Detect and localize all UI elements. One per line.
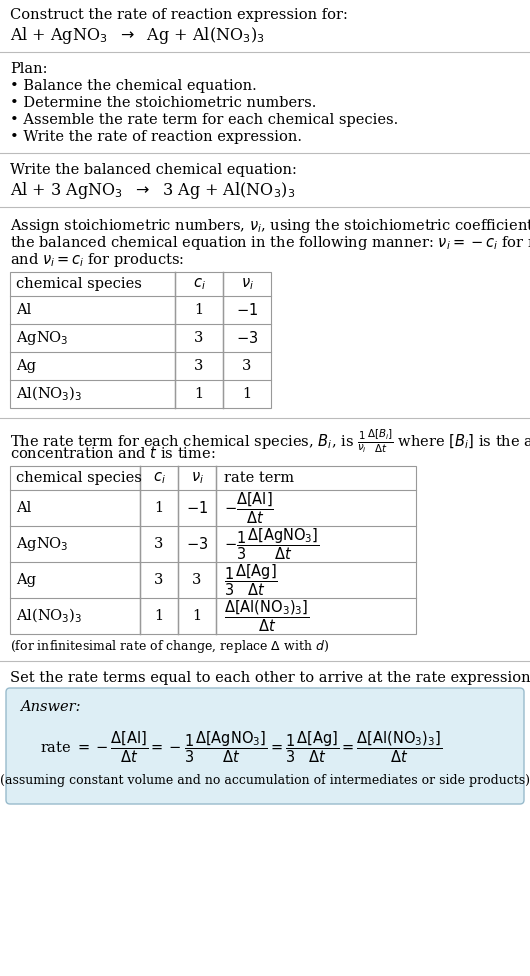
Text: Ag: Ag xyxy=(16,359,36,373)
Text: the balanced chemical equation in the following manner: $\nu_i = -c_i$ for react: the balanced chemical equation in the fo… xyxy=(10,234,530,252)
Text: 1: 1 xyxy=(195,387,204,401)
Text: $-1$: $-1$ xyxy=(186,500,208,516)
Text: $-3$: $-3$ xyxy=(186,536,208,552)
Text: 3: 3 xyxy=(192,573,202,587)
Text: 1: 1 xyxy=(195,303,204,317)
Text: 3: 3 xyxy=(195,359,204,373)
Text: $\dfrac{1}{3}\dfrac{\Delta[\mathrm{Ag}]}{\Delta t}$: $\dfrac{1}{3}\dfrac{\Delta[\mathrm{Ag}]}… xyxy=(224,562,278,597)
Text: $c_i$: $c_i$ xyxy=(153,470,165,486)
Text: $-3$: $-3$ xyxy=(236,330,258,346)
Text: 1: 1 xyxy=(192,609,201,623)
Text: AgNO$_3$: AgNO$_3$ xyxy=(16,535,68,553)
Text: Al(NO$_3$)$_3$: Al(NO$_3$)$_3$ xyxy=(16,385,83,403)
Text: rate $= -\dfrac{\Delta[\mathrm{Al}]}{\Delta t} = -\dfrac{1}{3}\dfrac{\Delta[\mat: rate $= -\dfrac{\Delta[\mathrm{Al}]}{\De… xyxy=(40,729,443,764)
Text: 3: 3 xyxy=(242,359,252,373)
Text: concentration and $t$ is time:: concentration and $t$ is time: xyxy=(10,445,216,461)
Text: The rate term for each chemical species, $B_i$, is $\frac{1}{\nu_i}\frac{\Delta[: The rate term for each chemical species,… xyxy=(10,428,530,456)
Text: Assign stoichiometric numbers, $\nu_i$, using the stoichiometric coefficients, $: Assign stoichiometric numbers, $\nu_i$, … xyxy=(10,217,530,235)
Text: • Determine the stoichiometric numbers.: • Determine the stoichiometric numbers. xyxy=(10,96,316,110)
Text: • Write the rate of reaction expression.: • Write the rate of reaction expression. xyxy=(10,130,302,144)
Text: rate term: rate term xyxy=(224,471,294,485)
Text: Write the balanced chemical equation:: Write the balanced chemical equation: xyxy=(10,163,297,177)
FancyBboxPatch shape xyxy=(6,688,524,804)
Text: Construct the rate of reaction expression for:: Construct the rate of reaction expressio… xyxy=(10,8,348,22)
Text: • Assemble the rate term for each chemical species.: • Assemble the rate term for each chemic… xyxy=(10,113,398,127)
Text: 3: 3 xyxy=(195,331,204,345)
Text: Al(NO$_3$)$_3$: Al(NO$_3$)$_3$ xyxy=(16,607,83,626)
Text: 1: 1 xyxy=(154,501,164,515)
Text: chemical species: chemical species xyxy=(16,277,142,291)
Text: Al: Al xyxy=(16,303,31,317)
Text: 1: 1 xyxy=(154,609,164,623)
Text: $\nu_i$: $\nu_i$ xyxy=(190,470,204,486)
Text: Set the rate terms equal to each other to arrive at the rate expression:: Set the rate terms equal to each other t… xyxy=(10,671,530,685)
Text: Answer:: Answer: xyxy=(20,700,81,714)
Text: 3: 3 xyxy=(154,573,164,587)
Text: and $\nu_i = c_i$ for products:: and $\nu_i = c_i$ for products: xyxy=(10,251,184,269)
Text: Al + AgNO$_3$  $\rightarrow$  Ag + Al(NO$_3$)$_3$: Al + AgNO$_3$ $\rightarrow$ Ag + Al(NO$_… xyxy=(10,25,264,46)
Text: Ag: Ag xyxy=(16,573,36,587)
Text: (assuming constant volume and no accumulation of intermediates or side products): (assuming constant volume and no accumul… xyxy=(0,774,530,787)
Text: (for infinitesimal rate of change, replace $\Delta$ with $d$): (for infinitesimal rate of change, repla… xyxy=(10,638,329,655)
Text: AgNO$_3$: AgNO$_3$ xyxy=(16,329,68,347)
Text: $\nu_i$: $\nu_i$ xyxy=(241,276,253,292)
Bar xyxy=(10,466,416,634)
Text: • Balance the chemical equation.: • Balance the chemical equation. xyxy=(10,79,257,93)
Text: 3: 3 xyxy=(154,537,164,551)
Text: $c_i$: $c_i$ xyxy=(192,276,206,292)
Text: chemical species: chemical species xyxy=(16,471,142,485)
Text: $-\dfrac{1}{3}\dfrac{\Delta[\mathrm{AgNO_3}]}{\Delta t}$: $-\dfrac{1}{3}\dfrac{\Delta[\mathrm{AgNO… xyxy=(224,526,320,562)
Text: 1: 1 xyxy=(242,387,252,401)
Bar xyxy=(10,272,271,408)
Text: Al + 3 AgNO$_3$  $\rightarrow$  3 Ag + Al(NO$_3$)$_3$: Al + 3 AgNO$_3$ $\rightarrow$ 3 Ag + Al(… xyxy=(10,180,295,201)
Text: $\dfrac{\Delta[\mathrm{Al(NO_3)_3}]}{\Delta t}$: $\dfrac{\Delta[\mathrm{Al(NO_3)_3}]}{\De… xyxy=(224,598,310,633)
Text: $-\dfrac{\Delta[\mathrm{Al}]}{\Delta t}$: $-\dfrac{\Delta[\mathrm{Al}]}{\Delta t}$ xyxy=(224,490,273,526)
Text: $-1$: $-1$ xyxy=(236,302,258,318)
Text: Plan:: Plan: xyxy=(10,62,48,76)
Text: Al: Al xyxy=(16,501,31,515)
